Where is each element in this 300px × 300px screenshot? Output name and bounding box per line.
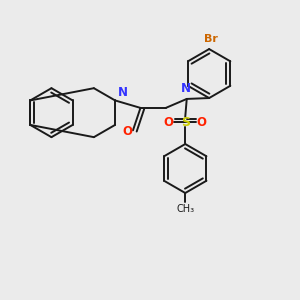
- Text: Br: Br: [204, 34, 218, 44]
- Text: S: S: [181, 116, 190, 129]
- Text: CH₃: CH₃: [176, 204, 194, 214]
- Text: N: N: [181, 82, 191, 95]
- Text: N: N: [118, 85, 128, 99]
- Text: O: O: [164, 116, 174, 129]
- Text: O: O: [122, 125, 132, 138]
- Text: O: O: [197, 116, 207, 129]
